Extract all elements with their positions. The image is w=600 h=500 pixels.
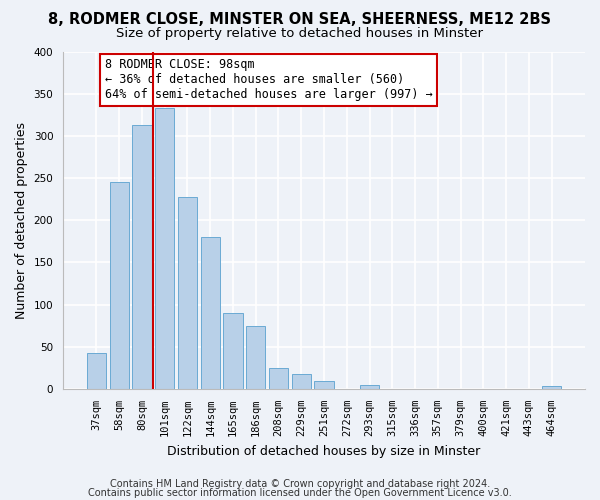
Bar [542, 386, 561, 389]
Text: Contains public sector information licensed under the Open Government Licence v3: Contains public sector information licen… [88, 488, 512, 498]
Y-axis label: Number of detached properties: Number of detached properties [15, 122, 28, 318]
Bar [200, 237, 220, 389]
Bar [110, 182, 129, 389]
Bar [314, 380, 334, 389]
Bar [178, 196, 197, 389]
Bar [132, 125, 152, 389]
Bar [360, 384, 379, 389]
Bar [155, 108, 175, 389]
Text: 8 RODMER CLOSE: 98sqm
← 36% of detached houses are smaller (560)
64% of semi-det: 8 RODMER CLOSE: 98sqm ← 36% of detached … [105, 58, 433, 101]
Text: Contains HM Land Registry data © Crown copyright and database right 2024.: Contains HM Land Registry data © Crown c… [110, 479, 490, 489]
Bar [292, 374, 311, 389]
Bar [246, 326, 265, 389]
Bar [223, 313, 242, 389]
Text: 8, RODMER CLOSE, MINSTER ON SEA, SHEERNESS, ME12 2BS: 8, RODMER CLOSE, MINSTER ON SEA, SHEERNE… [49, 12, 551, 28]
Bar [269, 368, 288, 389]
Bar [87, 352, 106, 389]
Text: Size of property relative to detached houses in Minster: Size of property relative to detached ho… [116, 28, 484, 40]
X-axis label: Distribution of detached houses by size in Minster: Distribution of detached houses by size … [167, 444, 481, 458]
